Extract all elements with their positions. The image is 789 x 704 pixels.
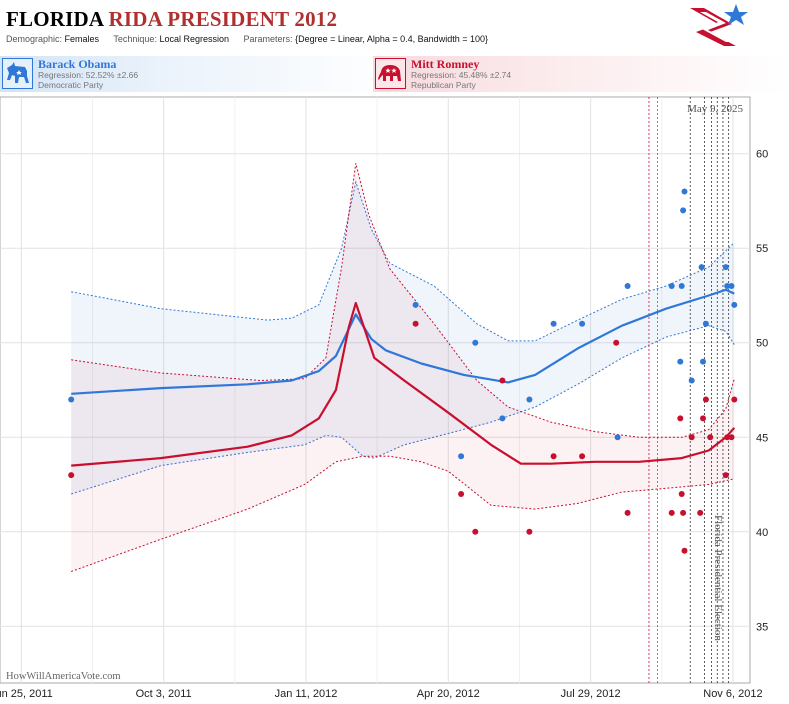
poll-point-romney bbox=[688, 434, 695, 441]
y-axis: 35 40 45 50 55 60 bbox=[756, 149, 768, 634]
poll-point-romney bbox=[680, 509, 687, 516]
donkey-icon bbox=[2, 58, 33, 89]
candidate-regression: Regression: 45.48% ±2.74 bbox=[411, 70, 512, 80]
poll-point-romney bbox=[550, 453, 557, 460]
poll-point-obama bbox=[614, 434, 621, 441]
poll-point-obama bbox=[731, 301, 738, 308]
trend-lines bbox=[71, 288, 736, 467]
page-title: FLORIDA RIDA PRESIDENT 2012 bbox=[6, 7, 337, 32]
poll-date-lines bbox=[648, 97, 730, 683]
y-tick-label: 60 bbox=[756, 149, 768, 161]
poll-point-romney bbox=[526, 528, 533, 535]
poll-point-romney bbox=[707, 434, 714, 441]
poll-point-romney bbox=[668, 509, 675, 516]
trend-line-romney bbox=[71, 301, 736, 467]
candidate-romney: Mitt Romney Regression: 45.48% ±2.74 Rep… bbox=[373, 56, 789, 92]
poll-point-obama bbox=[722, 264, 729, 271]
x-tick-label: Apr 20, 2012 bbox=[417, 688, 480, 700]
trend-line-obama bbox=[71, 288, 735, 395]
poll-point-romney bbox=[697, 509, 704, 516]
y-tick-label: 40 bbox=[756, 527, 768, 539]
band-fill-obama bbox=[71, 182, 735, 494]
parameters-label: Parameters: bbox=[243, 34, 293, 44]
watermark: HowWillAmericaVote.com bbox=[6, 671, 121, 682]
poll-point-obama bbox=[681, 188, 688, 195]
poll-point-romney bbox=[722, 472, 729, 479]
header: FLORIDA RIDA PRESIDENT 2012 Demographic:… bbox=[0, 0, 789, 50]
technique-value: Local Regression bbox=[159, 34, 230, 44]
parameters-value: {Degree = Linear, Alpha = 0.4, Bandwidth… bbox=[295, 34, 488, 44]
poll-point-obama bbox=[472, 339, 479, 346]
poll-point-obama bbox=[579, 320, 586, 327]
poll-point-romney bbox=[472, 528, 479, 535]
technique-label: Technique: bbox=[113, 34, 157, 44]
poll-point-romney bbox=[499, 377, 506, 384]
poll-point-obama bbox=[688, 377, 695, 384]
poll-point-romney bbox=[68, 472, 75, 479]
candidate-party: Republican Party bbox=[411, 80, 476, 90]
grid bbox=[0, 97, 750, 683]
candidate-name: Mitt Romney bbox=[411, 57, 480, 71]
poll-point-romney bbox=[731, 396, 738, 403]
title-state: FLORIDA bbox=[6, 7, 104, 31]
poll-point-obama bbox=[499, 415, 506, 422]
poll-point-obama bbox=[668, 283, 675, 289]
y-tick-label: 45 bbox=[756, 432, 768, 444]
x-tick-label: Jun 25, 2011 bbox=[0, 688, 53, 700]
title-rest: RIDA PRESIDENT 2012 bbox=[108, 7, 338, 31]
x-axis: Jun 25, 2011 Oct 3, 2011 Jan 11, 2012 Apr 2… bbox=[0, 688, 763, 700]
x-tick-label: Jan 11, 2012 bbox=[275, 688, 338, 700]
date-label: May 9, 2025 bbox=[687, 103, 743, 115]
x-tick-label: Jul 29, 2012 bbox=[561, 688, 621, 700]
poll-point-obama bbox=[677, 358, 684, 365]
candidate-party: Democratic Party bbox=[38, 80, 104, 90]
band-upper-romney bbox=[71, 163, 735, 438]
poll-point-obama bbox=[698, 264, 705, 271]
poll-points bbox=[68, 188, 738, 554]
poll-point-obama bbox=[728, 283, 735, 289]
poll-point-obama bbox=[412, 301, 419, 308]
poll-point-obama bbox=[550, 320, 557, 327]
poll-point-romney bbox=[458, 491, 465, 497]
poll-point-obama bbox=[68, 396, 75, 403]
poll-point-romney bbox=[677, 415, 684, 422]
candidate-name: Barack Obama bbox=[38, 57, 117, 71]
candidate-regression: Regression: 52.52% ±2.66 bbox=[38, 70, 139, 80]
y-tick-label: 50 bbox=[756, 338, 768, 350]
chart-parameters: Demographic: Females Technique: Local Re… bbox=[6, 34, 488, 44]
band-fill-romney bbox=[71, 163, 735, 572]
y-tick-label: 55 bbox=[756, 243, 768, 255]
poll-point-obama bbox=[678, 283, 685, 289]
poll-point-romney bbox=[624, 509, 631, 516]
demographic-value: Females bbox=[64, 34, 100, 44]
y-tick-label: 35 bbox=[756, 621, 768, 633]
poll-point-romney bbox=[412, 320, 419, 327]
candidate-obama: Barack Obama Regression: 52.52% ±2.66 De… bbox=[0, 56, 395, 92]
x-tick-label: Oct 3, 2011 bbox=[136, 688, 192, 700]
poll-point-romney bbox=[724, 434, 731, 441]
poll-point-romney bbox=[613, 339, 620, 346]
poll-point-romney bbox=[728, 434, 735, 441]
poll-point-romney bbox=[700, 415, 706, 422]
band-lower-romney bbox=[71, 455, 735, 572]
x-tick-label: Nov 6, 2012 bbox=[703, 688, 762, 700]
poll-point-obama bbox=[624, 283, 631, 289]
site-logo-icon bbox=[690, 4, 748, 46]
band-lower-obama bbox=[71, 325, 735, 495]
poll-point-romney bbox=[579, 453, 586, 460]
poll-point-romney bbox=[678, 491, 685, 497]
poll-point-obama bbox=[526, 396, 533, 403]
poll-point-romney bbox=[702, 396, 709, 403]
election-label: Florida Presidential Election bbox=[712, 515, 724, 641]
poll-point-romney bbox=[681, 547, 688, 554]
poll-point-obama bbox=[458, 453, 465, 460]
confidence-bands bbox=[71, 163, 735, 572]
poll-point-obama bbox=[700, 358, 706, 365]
poll-point-obama bbox=[680, 207, 687, 214]
poll-point-obama bbox=[702, 320, 709, 327]
demographic-label: Demographic: bbox=[6, 34, 63, 44]
poll-point-obama bbox=[724, 283, 731, 289]
elephant-icon bbox=[375, 58, 406, 89]
